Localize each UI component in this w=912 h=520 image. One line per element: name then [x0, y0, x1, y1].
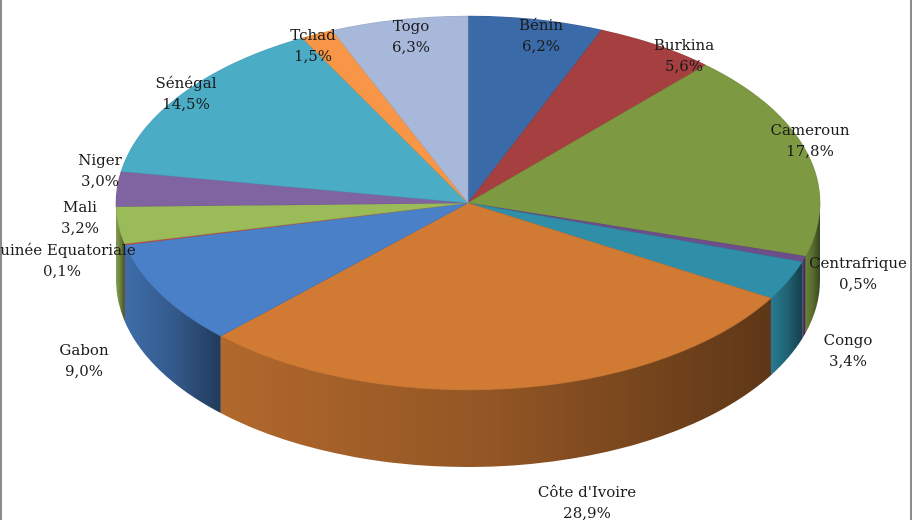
slice-label-name: Mali	[63, 198, 97, 216]
pie-slice-togo	[331, 15, 469, 204]
slice-label-name: Cameroun	[770, 121, 849, 139]
pie-label-layer: Bénin 6,2% Burkina 5,6% Cameroun 17,8% Centraf…	[0, 16, 907, 520]
slice-label-name: Bénin	[519, 16, 563, 34]
slice-label-name: Gabon	[59, 341, 109, 359]
slice-label-name: Côte d'Ivoire	[538, 483, 636, 501]
slice-label-gabon: Gabon 9,0%	[59, 341, 109, 380]
slice-label-senegal: Sénégal 14,5%	[155, 74, 216, 113]
slice-label-name: Burkina	[654, 36, 714, 54]
slice-label-name: Guinée Equatoriale	[0, 241, 136, 259]
slice-label-value: 1,5%	[294, 47, 332, 65]
pie-side-centrafrique	[802, 256, 806, 339]
slice-label-name: Sénégal	[155, 74, 216, 92]
pie-slice-benin	[467, 15, 603, 204]
slice-label-benin: Bénin 6,2%	[519, 16, 563, 55]
pie-side-gabon	[124, 244, 221, 414]
pie-side-cameroun	[805, 203, 820, 334]
slice-label-value: 28,9%	[563, 504, 611, 520]
slice-label-guinee-equatoriale: Guinée Equatoriale 0,1%	[0, 241, 136, 280]
slice-label-cote-d-ivoire: Côte d'Ivoire 28,9%	[538, 483, 636, 520]
slice-label-value: 3,0%	[81, 172, 119, 190]
slice-label-value: 0,5%	[839, 275, 877, 293]
pie-slice-senegal	[120, 37, 469, 204]
slice-label-name: Togo	[393, 17, 430, 35]
slice-label-value: 6,2%	[522, 37, 560, 55]
slice-label-centrafrique: Centrafrique 0,5%	[809, 254, 907, 293]
slice-label-tchad: Tchad 1,5%	[290, 26, 336, 65]
pie-side-cote-d-ivoire	[220, 298, 771, 468]
slice-label-value: 6,3%	[392, 38, 430, 56]
slice-label-value: 14,5%	[162, 95, 210, 113]
slice-label-value: 5,6%	[665, 57, 703, 75]
slice-label-name: Tchad	[290, 26, 336, 44]
pie-top-layer	[115, 15, 821, 391]
slice-label-togo: Togo 6,3%	[392, 17, 430, 56]
pie-slice-gabon	[124, 202, 469, 337]
pie-slice-cote-d-ivoire	[220, 202, 772, 391]
slice-label-name: Centrafrique	[809, 254, 907, 272]
slice-label-cameroun: Cameroun 17,8%	[770, 121, 849, 160]
slice-label-value: 0,1%	[43, 262, 81, 280]
pie-side-congo	[770, 261, 803, 376]
slice-label-value: 3,4%	[829, 352, 867, 370]
slice-label-name: Niger	[78, 151, 122, 169]
slice-label-burkina: Burkina 5,6%	[654, 36, 714, 75]
slice-label-congo: Congo 3,4%	[824, 331, 873, 370]
slice-label-value: 9,0%	[65, 362, 103, 380]
pie-side-mali	[116, 206, 125, 321]
pie-slice-cameroun	[467, 64, 821, 257]
slice-label-value: 3,2%	[61, 219, 99, 237]
slice-label-name: Congo	[824, 331, 873, 349]
slice-label-value: 17,8%	[786, 142, 834, 160]
pie-side-layer	[116, 203, 820, 468]
slice-label-mali: Mali 3,2%	[61, 198, 99, 237]
slice-label-niger: Niger 3,0%	[78, 151, 122, 190]
